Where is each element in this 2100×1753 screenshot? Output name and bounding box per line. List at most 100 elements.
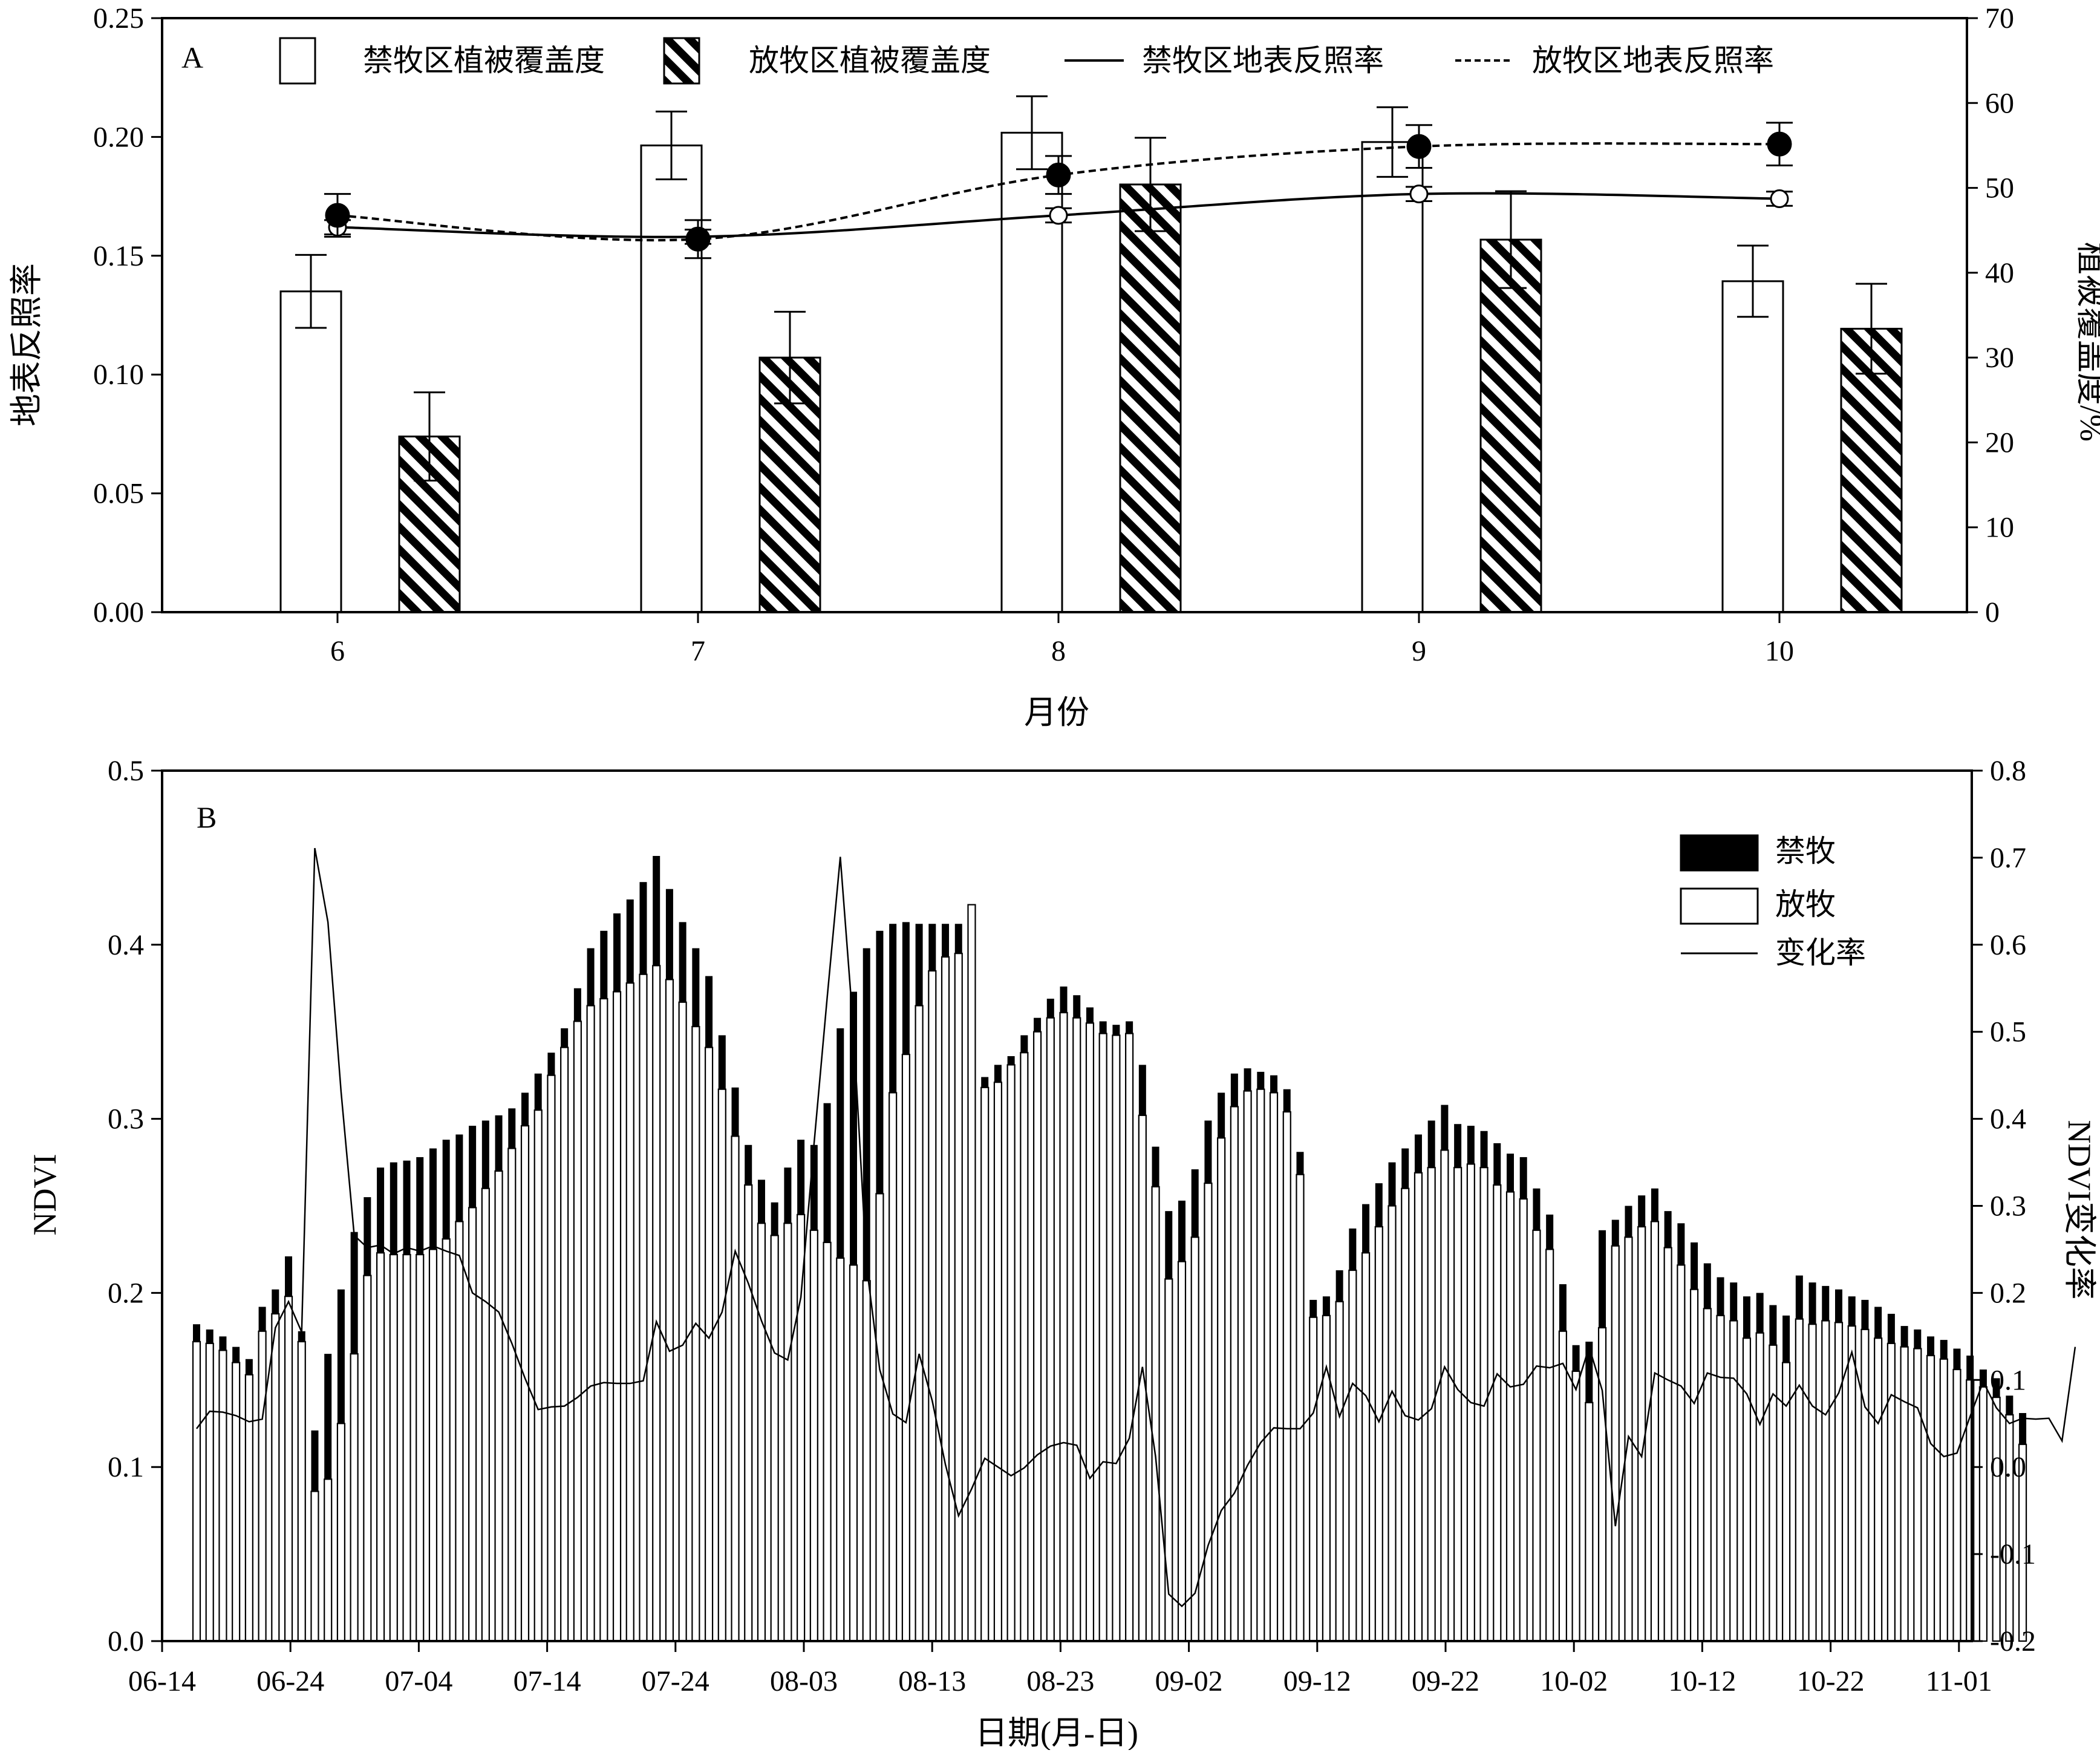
b-x-tick-label: 07-04	[385, 1665, 452, 1697]
legend-swatch-grazing-ndvi	[1680, 887, 1759, 925]
b-right-tick-label: -0.1	[1990, 1538, 2036, 1570]
bar-a-grazing-ban-10	[1721, 280, 1784, 613]
a-right-tick-label: 20	[1985, 426, 2014, 459]
bar-b-grazing-10-15	[1769, 1344, 1778, 1642]
b-x-tick-label: 09-02	[1155, 1665, 1223, 1697]
bar-b-grazing-06-19	[218, 1350, 227, 1642]
bar-b-grazing-08-01	[783, 1223, 792, 1642]
bar-b-grazing-10-18	[1808, 1324, 1817, 1642]
bar-b-grazing-07-03	[402, 1253, 411, 1642]
bar-b-grazing-undefined	[2018, 1443, 2027, 1642]
bar-b-grazing-07-31	[770, 1235, 779, 1642]
bar-b-grazing-09-26	[1519, 1198, 1528, 1642]
panel-a-legend: 禁牧区植被覆盖度 放牧区植被覆盖度 禁牧区地表反照率 放牧区地表反照率	[279, 37, 1774, 85]
bar-b-grazing-07-04	[416, 1253, 425, 1642]
b-right-tick-label: 0.4	[1990, 1103, 2026, 1135]
bar-b-grazing-07-05	[428, 1249, 438, 1642]
bar-b-grazing-09-24	[1493, 1184, 1502, 1642]
bar-b-grazing-08-26	[1112, 1034, 1121, 1642]
bar-b-grazing-07-06	[442, 1238, 451, 1642]
bar-b-grazing-10-22	[1860, 1328, 1870, 1642]
bar-b-grazing-10-13	[1742, 1337, 1752, 1642]
bar-b-grazing-09-25	[1505, 1191, 1515, 1642]
bar-b-grazing-10-12	[1729, 1320, 1738, 1642]
bar-b-grazing-08-13	[941, 956, 950, 1642]
bar-b-grazing-06-25	[297, 1340, 306, 1642]
bar-b-grazing-07-30	[757, 1223, 766, 1642]
bar-b-grazing-06-18	[205, 1342, 214, 1642]
bar-b-grazing-09-27	[1532, 1229, 1541, 1642]
b-x-tick-label: 08-03	[770, 1665, 838, 1697]
legend-swatch-grazing-ban-coverage	[279, 37, 316, 85]
bar-b-grazing-09-05	[1243, 1090, 1252, 1642]
bar-b-grazing-08-18	[1006, 1064, 1016, 1642]
panel-b-plot-area	[192, 847, 2076, 1642]
bar-b-grazing-07-25	[691, 1025, 700, 1642]
bar-b-grazing-09-18	[1414, 1172, 1423, 1642]
panel-b-x-axis-title: 日期(月-日)	[975, 1715, 1138, 1750]
a-left-tick-label: 0.20	[93, 121, 144, 153]
bar-b-grazing-08-27	[1125, 1033, 1134, 1642]
bar-b-grazing-09-07	[1269, 1092, 1279, 1642]
bar-b-grazing-06-24	[284, 1296, 293, 1642]
bar-b-grazing-09-29	[1558, 1330, 1567, 1642]
bar-b-grazing-08-19	[1020, 1052, 1029, 1642]
bar-b-grazing-09-15	[1374, 1226, 1383, 1642]
panel-a: A 0.00 0.05 0.10 0.15 0.20 0.25 0 10 20 30 40 50 60 7…	[8, 2, 2100, 731]
b-x-tick-label: 07-14	[514, 1665, 581, 1697]
legend-label-change-rate: 变化率	[1775, 936, 1866, 970]
bar-b-grazing-10-01	[1585, 1402, 1594, 1642]
a-x-tick-label: 6	[330, 635, 345, 667]
a-x-tick-label: 9	[1412, 635, 1426, 667]
bar-b-grazing-07-14	[547, 1074, 556, 1642]
albedo-point-9	[1409, 184, 1429, 204]
panel-b-axes: 0.0 0.1 0.2 0.3 0.4 0.5 -0.2 -0.1 0.0 0.1 0.2 0.3 0.…	[108, 755, 2036, 1697]
bar-b-grazing-09-01	[1190, 1236, 1199, 1642]
a-right-tick-label: 40	[1985, 257, 2014, 289]
b-x-tick-label: 10-02	[1540, 1665, 1608, 1697]
bar-b-grazing-07-08	[468, 1207, 477, 1642]
bar-b-grazing-08-03	[809, 1229, 818, 1642]
bar-b-grazing-07-27	[717, 1088, 726, 1642]
bar-b-grazing-06-21	[244, 1374, 253, 1642]
bar-b-grazing-07-09	[481, 1187, 490, 1642]
bar-b-grazing-10-28	[1939, 1358, 1948, 1642]
b-left-tick-label: 0.5	[108, 755, 144, 787]
bar-b-grazing-09-28	[1545, 1249, 1554, 1642]
bar-b-grazing-07-15	[560, 1046, 569, 1642]
bar-b-grazing-09-12	[1335, 1301, 1344, 1642]
bar-a-grazing-ban-6	[279, 290, 342, 613]
bar-b-grazing-06-22	[258, 1330, 267, 1642]
a-x-tick-label: 8	[1051, 635, 1066, 667]
b-x-tick-label: 06-24	[256, 1665, 324, 1697]
albedo-point-10	[1767, 131, 1792, 157]
bar-a-grazing-9	[1479, 238, 1542, 613]
bar-b-grazing-09-19	[1427, 1167, 1436, 1642]
albedo-point-9	[1406, 134, 1432, 159]
panel-a-label: A	[181, 41, 203, 74]
b-right-tick-label: 0.6	[1990, 929, 2026, 961]
bar-a-grazing-ban-9	[1361, 141, 1424, 613]
bar-a-grazing-8	[1119, 183, 1182, 613]
a-left-tick-label: 0.10	[93, 359, 144, 391]
a-left-tick-label: 0.25	[93, 2, 144, 34]
a-left-tick-label: 0.05	[93, 478, 144, 510]
panel-a-x-axis-title: 月份	[1024, 694, 1089, 731]
bar-b-grazing-08-21	[1046, 1017, 1055, 1642]
bar-b-grazing-08-02	[797, 1213, 806, 1642]
bar-b-grazing-07-26	[704, 1046, 714, 1642]
legend-label-grazing-albedo: 放牧区地表反照率	[1532, 44, 1774, 77]
bar-b-grazing-07-01	[376, 1252, 385, 1642]
bar-b-grazing-08-05	[836, 1257, 845, 1642]
bar-b-grazing-10-26	[1913, 1348, 1922, 1642]
b-right-tick-label: 0.1	[1990, 1364, 2026, 1396]
b-x-tick-label: 09-12	[1283, 1665, 1351, 1697]
bar-b-grazing-07-28	[731, 1135, 740, 1642]
bar-b-grazing-08-10	[901, 1054, 910, 1642]
bar-b-grazing-10-05	[1637, 1226, 1646, 1642]
a-x-tick-label: 10	[1765, 635, 1794, 667]
panel-a-frame	[161, 17, 1968, 613]
bar-b-grazing-08-17	[993, 1082, 1003, 1642]
